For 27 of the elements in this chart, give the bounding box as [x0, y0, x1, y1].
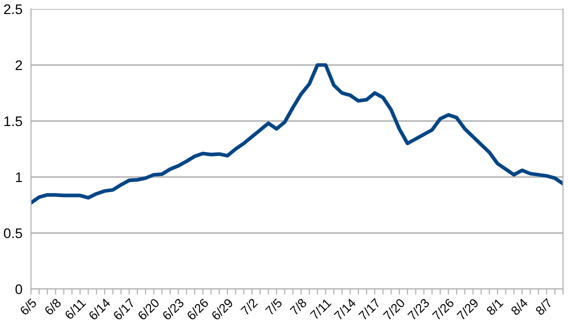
x-tick-label: 7/20 [382, 298, 406, 321]
y-tick-label: 1.5 [4, 116, 22, 126]
y-tick-label: 0 [15, 284, 22, 294]
x-tick-label: 7/5 [264, 298, 283, 316]
x-tick-label: 8/4 [510, 298, 528, 316]
x-tick-label: 8/7 [534, 298, 553, 316]
x-tick-label: 6/8 [44, 298, 62, 316]
x-tick-label: 7/14 [333, 298, 356, 321]
x-tick-label: 7/8 [289, 298, 308, 316]
x-tick-label: 7/29 [456, 298, 480, 321]
x-tick-label: 6/5 [19, 298, 38, 316]
x-tick-label: 6/29 [210, 298, 234, 321]
x-tick-label: 6/20 [137, 298, 160, 321]
x-tick-label: 7/26 [432, 298, 455, 321]
y-tick-label: 2.5 [4, 4, 22, 14]
y-tick-label: 0.5 [4, 228, 22, 238]
y-tick-label: 1 [16, 172, 22, 182]
y-tick-label: 2 [16, 60, 22, 70]
x-tick-label: 6/26 [186, 298, 209, 321]
x-tick-label: 6/23 [162, 298, 184, 321]
x-tick-label: 6/11 [64, 298, 86, 320]
x-tick-label: 7/11 [310, 298, 332, 320]
x-tick-label: 7/2 [240, 298, 258, 316]
line-series [31, 63, 563, 205]
x-tick-label: 6/14 [88, 298, 111, 321]
x-tick-label: 7/23 [407, 298, 430, 321]
x-tick-label: 8/1 [486, 298, 504, 316]
